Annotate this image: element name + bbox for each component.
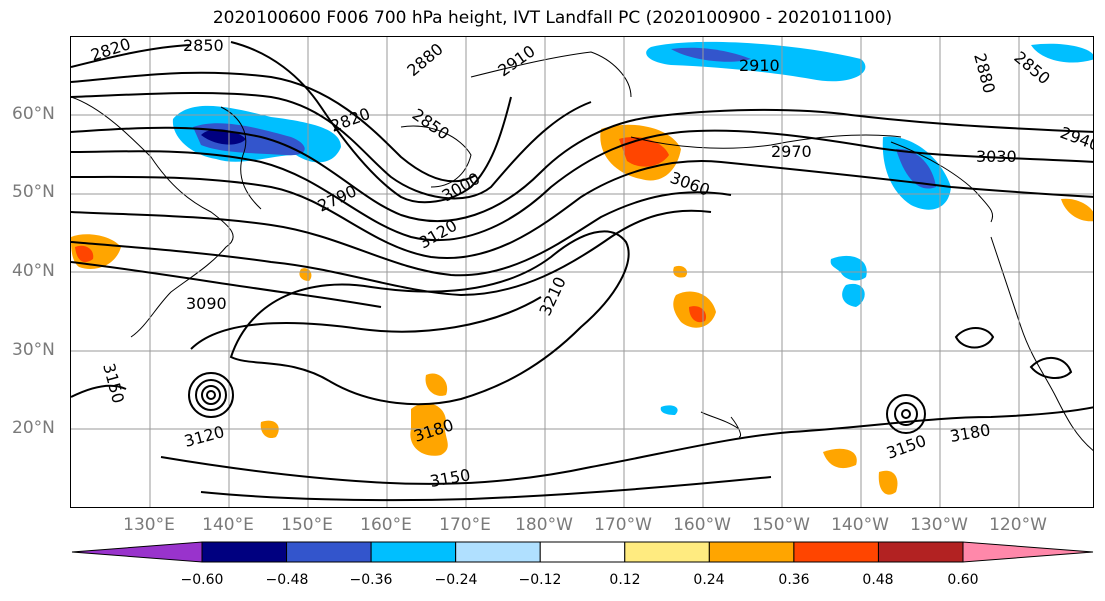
ivt-shading <box>71 41 1093 495</box>
colorbar-segment <box>370 541 457 563</box>
colorbar-tick: −0.12 <box>518 572 562 588</box>
colorbar-tick: −0.60 <box>180 572 224 588</box>
contour-label: 2910 <box>494 41 538 80</box>
contour-label: 3120 <box>182 422 226 451</box>
colorbar-tick: 0.24 <box>693 572 725 588</box>
map-canvas: 2820 2850 2880 2910 2820 2850 2790 3000 … <box>71 37 1094 507</box>
colorbar-extend-max <box>962 541 1094 563</box>
colorbar-segment <box>708 541 795 563</box>
contour-label: 2850 <box>183 37 224 55</box>
lon-label: 130°W <box>910 515 968 535</box>
colorbar-tick: 0.48 <box>862 572 894 588</box>
colorbar-segment <box>455 541 541 563</box>
contour-label: 2820 <box>88 37 133 65</box>
contour-label: 3150 <box>884 431 929 463</box>
lat-label-40n: 40°N <box>12 261 55 281</box>
lon-label: 160°W <box>673 515 731 535</box>
colorbar-segment <box>539 541 626 563</box>
contour-label: 3090 <box>186 294 227 313</box>
lon-label: 150°E <box>281 515 333 535</box>
lon-label: 130°E <box>123 515 175 535</box>
lat-label-60n: 60°N <box>12 104 55 124</box>
contour-label: 2910 <box>739 56 780 75</box>
colorbar-segment <box>286 541 372 563</box>
colorbar-tick: 0.60 <box>947 572 979 588</box>
colorbar-segment <box>624 541 710 563</box>
lat-label-20n: 20°N <box>12 418 55 438</box>
lon-label: 150°W <box>752 515 810 535</box>
contour-label: 3180 <box>948 420 991 446</box>
contour-label-group: 2820 2850 2880 2910 2820 2850 2790 3000 … <box>88 37 1094 491</box>
contour-label: 2880 <box>403 39 446 80</box>
colorbar-extend-min <box>71 541 203 563</box>
contour-label: 3060 <box>668 168 713 200</box>
lat-label-30n: 30°N <box>12 340 55 360</box>
lon-label: 180°W <box>515 515 573 535</box>
lon-label: 170°W <box>594 515 652 535</box>
colorbar-segment <box>877 541 964 563</box>
contour-label: 3210 <box>535 274 569 319</box>
colorbar-tick: −0.48 <box>265 572 309 588</box>
map-panel: 2820 2850 2880 2910 2820 2850 2790 3000 … <box>70 36 1094 508</box>
contour-label: 2880 <box>970 51 999 95</box>
lon-label: 140°E <box>202 515 254 535</box>
contour-label: 2850 <box>409 105 453 144</box>
height-contours <box>71 41 1093 502</box>
contour-label: 3150 <box>428 465 471 491</box>
colorbar-segment <box>201 541 288 563</box>
colorbar-tick: −0.24 <box>434 572 478 588</box>
contour-label: 3150 <box>99 361 128 405</box>
lon-label: 120°W <box>989 515 1047 535</box>
colorbar-segment <box>793 541 879 563</box>
map-title: 2020100600 F006 700 hPa height, IVT Land… <box>212 8 893 28</box>
contour-label: 2970 <box>771 142 812 161</box>
graticule <box>71 37 1093 507</box>
colorbar-tick: 0.12 <box>609 572 641 588</box>
lat-label-50n: 50°N <box>12 182 55 202</box>
colorbar-tick: 0.36 <box>778 572 810 588</box>
lon-label: 170°E <box>439 515 491 535</box>
contour-label: 2790 <box>315 181 360 215</box>
contour-label: 2820 <box>328 104 373 136</box>
lon-label: 140°W <box>831 515 889 535</box>
contour-label: 3030 <box>976 147 1017 166</box>
lon-label: 160°E <box>360 515 412 535</box>
contour-label: 2940 <box>1058 123 1094 155</box>
colorbar-tick: −0.36 <box>349 572 393 588</box>
colorbar <box>71 541 1094 563</box>
